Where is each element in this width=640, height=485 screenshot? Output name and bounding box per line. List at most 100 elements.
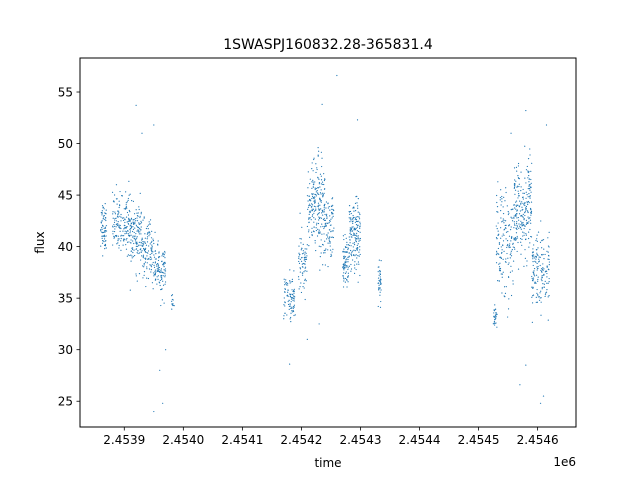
data-point [349,221,351,223]
data-point [315,209,317,211]
data-point [494,304,496,306]
data-point [518,227,520,229]
data-point [348,244,350,247]
data-point [298,278,300,280]
data-point [316,167,318,169]
data-point [146,241,149,243]
data-point [506,240,509,242]
data-point [317,155,319,157]
data-point [342,265,345,267]
x-axis-ticks: 2.4539 2.4540 2.4541 2.4542 2.4543 2.4544 2.45… [103,427,559,447]
data-point [114,211,116,213]
data-point [164,274,166,276]
data-point [534,282,536,284]
data-point [312,186,314,188]
data-point [548,295,550,297]
data-point [304,266,307,268]
data-point [322,252,325,254]
data-point [151,252,153,255]
data-point [514,183,516,185]
data-point [347,248,349,251]
data-point [343,272,345,274]
data-point [304,260,306,263]
data-point [131,248,134,250]
data-point [349,239,351,241]
data-point [155,271,157,273]
data-point [531,296,533,298]
data-point [160,276,162,278]
data-point [135,238,137,241]
data-point [498,269,501,271]
data-point [358,263,360,265]
data-point [548,261,551,263]
data-point [520,224,522,226]
data-point [344,264,346,266]
data-point [320,246,322,248]
data-point [357,243,359,245]
data-point [323,183,325,186]
data-point [137,252,139,255]
data-point [378,266,380,268]
data-point [140,213,142,215]
data-point [357,198,359,200]
data-point [133,231,135,234]
data-point [348,236,350,238]
data-point [348,256,350,258]
data-point [507,230,509,233]
data-point [311,203,313,205]
data-point [112,244,114,246]
data-point [151,263,153,265]
data-point [130,222,132,224]
data-point [125,232,127,234]
data-point [537,254,539,256]
data-point [290,298,293,300]
data-point [530,178,532,181]
data-point [359,213,361,216]
data-point [321,103,323,105]
data-point [142,277,144,279]
data-point [512,242,514,244]
data-point [545,291,548,293]
data-point [299,268,302,270]
data-point [525,219,528,221]
data-point [103,208,105,210]
data-point [542,267,544,269]
data-point [346,241,348,243]
data-point [537,247,539,249]
data-point [525,208,527,210]
data-point [315,187,317,190]
data-point [542,253,544,256]
data-point [527,188,529,190]
data-point [102,217,105,219]
data-point [532,294,535,296]
data-point [535,301,537,303]
data-point [544,294,547,296]
data-point [311,181,313,183]
data-point [103,241,105,243]
data-point [120,235,122,237]
data-point [325,225,328,227]
data-point [293,290,295,293]
data-point [514,237,516,239]
data-point [115,235,117,238]
data-point [331,208,333,210]
data-point [162,280,164,282]
data-point [323,226,325,228]
data-point [357,255,359,257]
data-point [547,254,550,257]
data-point [351,250,354,252]
data-point [517,268,520,270]
data-point [119,227,121,229]
data-point [286,314,288,316]
data-point [332,209,334,211]
data-point [162,264,165,266]
data-point [136,241,138,243]
data-point [148,221,150,223]
data-point [124,225,126,227]
data-point [514,248,516,250]
data-point [379,279,381,281]
data-point [539,297,541,299]
data-point [311,210,313,212]
data-point [493,312,495,314]
data-point [359,249,361,251]
